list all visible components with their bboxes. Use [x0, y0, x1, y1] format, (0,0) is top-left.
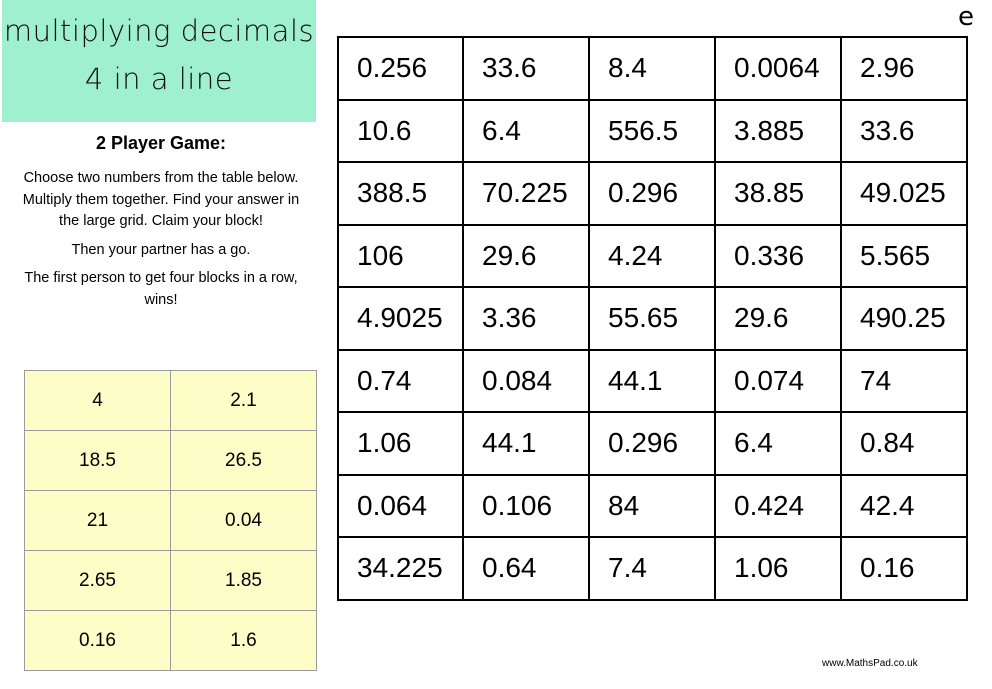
answer-grid-row: 4.9025 3.36 55.65 29.6 490.25: [337, 286, 968, 351]
instructions: Choose two numbers from the table below.…: [18, 168, 304, 318]
answer-cell[interactable]: 0.064: [337, 473, 464, 538]
instruction-3: The first person to get four blocks in a…: [24, 270, 298, 308]
answer-cell[interactable]: 34.225: [337, 536, 464, 601]
answer-cell[interactable]: 0.64: [462, 536, 590, 601]
game-heading: 2 Player Game:: [95, 133, 227, 153]
answer-cell[interactable]: 106: [337, 223, 464, 288]
answer-cell[interactable]: 0.256: [337, 36, 464, 101]
title-line-1: multiplying decimals: [3, 14, 315, 48]
answer-cell[interactable]: 5.565: [840, 223, 968, 288]
answer-cell[interactable]: 0.424: [714, 473, 842, 538]
answer-cell[interactable]: 8.4: [588, 36, 716, 101]
answer-cell[interactable]: 7.4: [588, 536, 716, 601]
number-cell[interactable]: 1.85: [170, 550, 317, 611]
number-table-row: 18.5 26.5: [24, 430, 317, 491]
number-table-row: 0.16 1.6: [24, 610, 317, 671]
number-cell[interactable]: 4: [24, 370, 171, 431]
answer-cell[interactable]: 3.885: [714, 98, 842, 163]
number-cell[interactable]: 26.5: [170, 430, 317, 491]
answer-grid-row: 1.06 44.1 0.296 6.4 0.84: [337, 411, 968, 476]
answer-cell[interactable]: 38.85: [714, 161, 842, 226]
answer-cell[interactable]: 2.96: [840, 36, 968, 101]
answer-cell[interactable]: 42.4: [840, 473, 968, 538]
answer-grid-row: 0.74 0.084 44.1 0.074 74: [337, 348, 968, 413]
answer-cell[interactable]: 74: [840, 348, 968, 413]
answer-cell[interactable]: 0.16: [840, 536, 968, 601]
title-banner: multiplying decimals 4 in a line: [2, 0, 316, 122]
answer-cell[interactable]: 29.6: [462, 223, 590, 288]
answer-cell[interactable]: 44.1: [462, 411, 590, 476]
answer-cell[interactable]: 70.225: [462, 161, 590, 226]
answer-cell[interactable]: 0.074: [714, 348, 842, 413]
number-cell[interactable]: 2.65: [24, 550, 171, 611]
answer-cell[interactable]: 0.084: [462, 348, 590, 413]
title-line-2: 4 in a line: [84, 62, 234, 96]
answer-cell[interactable]: 0.296: [588, 161, 716, 226]
answer-grid-row: 0.064 0.106 84 0.424 42.4: [337, 473, 968, 538]
answer-grid-row: 34.225 0.64 7.4 1.06 0.16: [337, 536, 968, 601]
answer-grid-row: 0.256 33.6 8.4 0.0064 2.96: [337, 36, 968, 101]
answer-cell[interactable]: 0.336: [714, 223, 842, 288]
number-cell[interactable]: 18.5: [24, 430, 171, 491]
answer-cell[interactable]: 84: [588, 473, 716, 538]
answer-cell[interactable]: 1.06: [337, 411, 464, 476]
answer-grid-row: 10.6 6.4 556.5 3.885 33.6: [337, 98, 968, 163]
answer-cell[interactable]: 6.4: [462, 98, 590, 163]
number-table: 4 2.1 18.5 26.5 21 0.04 2.65 1.85 0.16 1…: [24, 370, 317, 671]
answer-cell[interactable]: 388.5: [337, 161, 464, 226]
number-cell[interactable]: 0.16: [24, 610, 171, 671]
number-cell[interactable]: 21: [24, 490, 171, 551]
answer-cell[interactable]: 44.1: [588, 348, 716, 413]
answer-cell[interactable]: 33.6: [840, 98, 968, 163]
answer-grid-row: 388.5 70.225 0.296 38.85 49.025: [337, 161, 968, 226]
answer-cell[interactable]: 0.296: [588, 411, 716, 476]
number-cell[interactable]: 2.1: [170, 370, 317, 431]
answer-cell[interactable]: 0.106: [462, 473, 590, 538]
answer-cell[interactable]: 49.025: [840, 161, 968, 226]
number-table-row: 4 2.1: [24, 370, 317, 431]
instruction-2: Then your partner has a go.: [71, 241, 251, 258]
answer-grid-row: 106 29.6 4.24 0.336 5.565: [337, 223, 968, 288]
worksheet-letter: e: [958, 2, 974, 32]
answer-cell[interactable]: 4.24: [588, 223, 716, 288]
number-cell[interactable]: 1.6: [170, 610, 317, 671]
answer-cell[interactable]: 6.4: [714, 411, 842, 476]
answer-cell[interactable]: 10.6: [337, 98, 464, 163]
answer-cell[interactable]: 29.6: [714, 286, 842, 351]
answer-cell[interactable]: 55.65: [588, 286, 716, 351]
number-table-row: 21 0.04: [24, 490, 317, 551]
instruction-1: Choose two numbers from the table below.…: [22, 170, 300, 229]
answer-cell[interactable]: 0.74: [337, 348, 464, 413]
answer-cell[interactable]: 0.84: [840, 411, 968, 476]
answer-cell[interactable]: 556.5: [588, 98, 716, 163]
number-cell[interactable]: 0.04: [170, 490, 317, 551]
answer-cell[interactable]: 490.25: [840, 286, 968, 351]
answer-cell[interactable]: 4.9025: [337, 286, 464, 351]
site-credit: www.MathsPad.co.uk: [822, 658, 918, 669]
number-table-row: 2.65 1.85: [24, 550, 317, 611]
answer-cell[interactable]: 3.36: [462, 286, 590, 351]
answer-cell[interactable]: 1.06: [714, 536, 842, 601]
answer-cell[interactable]: 0.0064: [714, 36, 842, 101]
answer-cell[interactable]: 33.6: [462, 36, 590, 101]
answer-grid: 0.256 33.6 8.4 0.0064 2.96 10.6 6.4 556.5 3.885 3…: [337, 36, 968, 601]
